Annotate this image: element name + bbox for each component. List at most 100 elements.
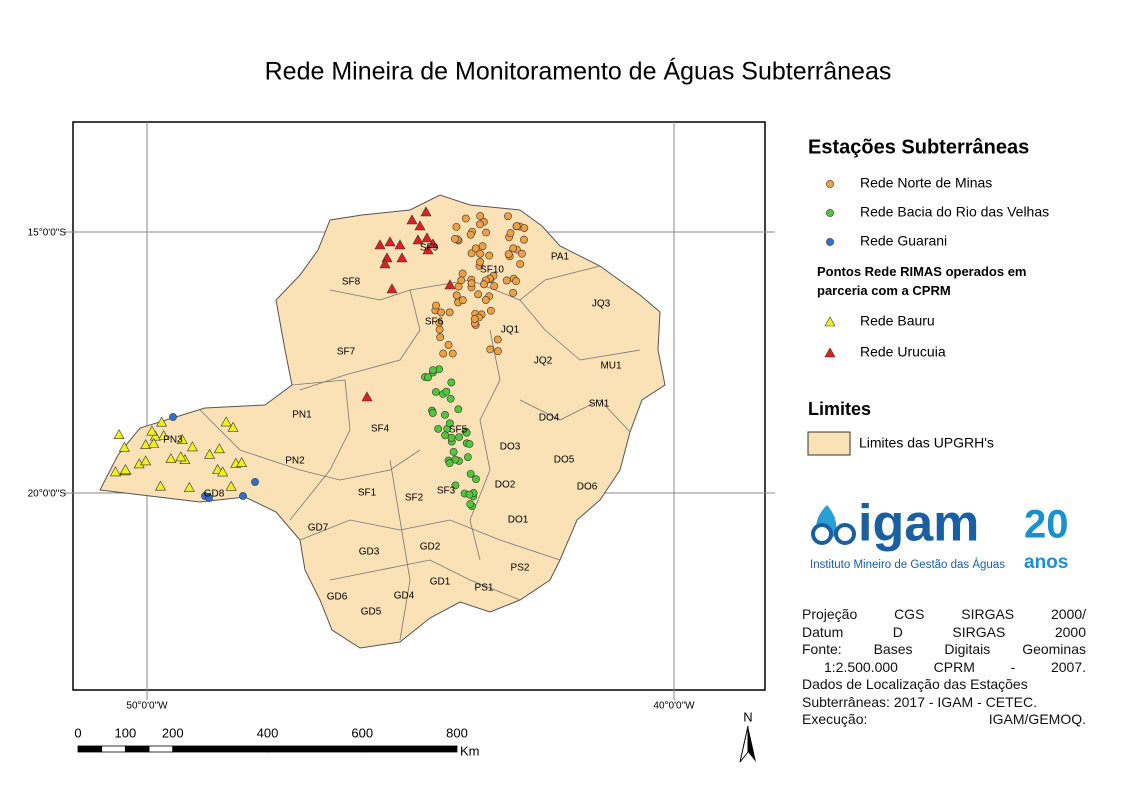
note-line: Datum D SIRGAS 2000	[802, 623, 1086, 640]
station	[446, 394, 455, 403]
logo-anos: anos	[1024, 552, 1068, 573]
legend-subtitle-1: Pontos Rede RIMAS operados em parceria co…	[817, 264, 1026, 298]
note-line: Execução: IGAM/GEMOQ.	[802, 711, 1086, 727]
notes: Projeção CGS SIRGAS 2000/Datum D SIRGAS …	[802, 606, 1086, 729]
station	[445, 459, 454, 468]
station	[424, 373, 432, 382]
station	[464, 453, 472, 461]
station	[520, 235, 528, 244]
station	[486, 345, 495, 354]
station	[475, 220, 484, 229]
station	[451, 234, 459, 243]
station	[113, 429, 125, 440]
lon-label: 50°0'0"W	[126, 701, 168, 712]
station	[165, 453, 177, 464]
station	[439, 349, 448, 358]
north-label: N	[743, 709, 752, 724]
station	[476, 212, 485, 220]
region-label: DO3	[500, 442, 521, 453]
region-label: GD4	[394, 591, 415, 602]
station	[428, 409, 437, 417]
station	[156, 416, 168, 427]
station	[509, 288, 518, 297]
note-line: Dados de Localização das Estações	[802, 676, 1028, 692]
station	[406, 214, 418, 225]
station	[432, 301, 440, 310]
legend-title: Estações Subterrâneas	[808, 136, 1029, 158]
station	[465, 490, 474, 499]
region-label: GD1	[430, 577, 451, 588]
lon-label: 40°0'0"W	[653, 701, 695, 712]
logo-years: 20	[1024, 503, 1069, 547]
logo-name: igam	[858, 495, 979, 553]
station	[119, 464, 131, 474]
station	[140, 455, 152, 466]
station	[396, 252, 408, 263]
station	[434, 424, 443, 433]
station	[422, 244, 434, 255]
station	[448, 349, 457, 358]
station	[470, 315, 479, 323]
region-label: SF10	[480, 265, 504, 276]
station	[482, 228, 490, 237]
station	[217, 466, 229, 477]
limits-title: Limites	[808, 399, 871, 419]
region-label: DO6	[577, 482, 598, 493]
state-outline	[99, 194, 666, 649]
scale-segment	[101, 745, 126, 753]
north-arrow	[748, 726, 756, 762]
station	[205, 494, 213, 502]
legend-symbol	[807, 431, 851, 456]
station	[414, 220, 426, 231]
station	[386, 283, 398, 294]
region-label: SM1	[589, 399, 610, 410]
station	[504, 212, 512, 221]
scale-tick-label: 200	[162, 725, 184, 740]
station	[447, 378, 456, 387]
station	[512, 277, 520, 286]
station	[140, 439, 152, 449]
station	[175, 451, 187, 462]
station	[412, 234, 424, 245]
note-line: Projeção CGS SIRGAS 2000/	[802, 606, 1086, 622]
region-label: PA1	[551, 252, 570, 263]
station	[441, 411, 449, 419]
station	[427, 238, 439, 249]
station	[158, 430, 170, 440]
station	[149, 430, 161, 441]
station	[472, 475, 480, 484]
station	[118, 441, 130, 452]
legend-label: Rede Norte de Minas	[860, 175, 992, 191]
station	[506, 229, 515, 238]
station	[516, 260, 525, 268]
scale-segment	[124, 745, 150, 753]
station	[518, 249, 526, 258]
station	[442, 387, 451, 396]
station	[476, 258, 484, 266]
station	[481, 296, 490, 304]
region-label: SF6	[425, 317, 444, 328]
title: Rede Mineira de Monitoramento de Águas S…	[265, 57, 892, 86]
region-label: JQ3	[592, 299, 611, 310]
station	[466, 230, 475, 239]
region-label: PN2	[285, 456, 305, 467]
scale-segment	[361, 745, 458, 753]
scale-segment	[267, 745, 363, 753]
logo-subtitle: Instituto Mineiro de Gestão das Águas	[810, 558, 1005, 571]
station	[421, 232, 433, 243]
legend-symbol	[826, 238, 834, 246]
station	[183, 481, 195, 492]
legend-symbol	[824, 316, 836, 327]
station	[471, 244, 480, 253]
note-line: Subterrâneas: 2017 - IGAM - CETEC.	[802, 693, 1037, 710]
station	[429, 366, 437, 375]
lat-label: 15°0'0"S	[28, 228, 67, 239]
region-label: GD6	[327, 592, 348, 603]
legend-symbol	[824, 347, 836, 358]
station	[454, 282, 463, 291]
region-label: GD2	[420, 542, 441, 553]
station	[169, 413, 177, 421]
region-label: PS1	[475, 583, 494, 594]
station	[155, 480, 167, 491]
